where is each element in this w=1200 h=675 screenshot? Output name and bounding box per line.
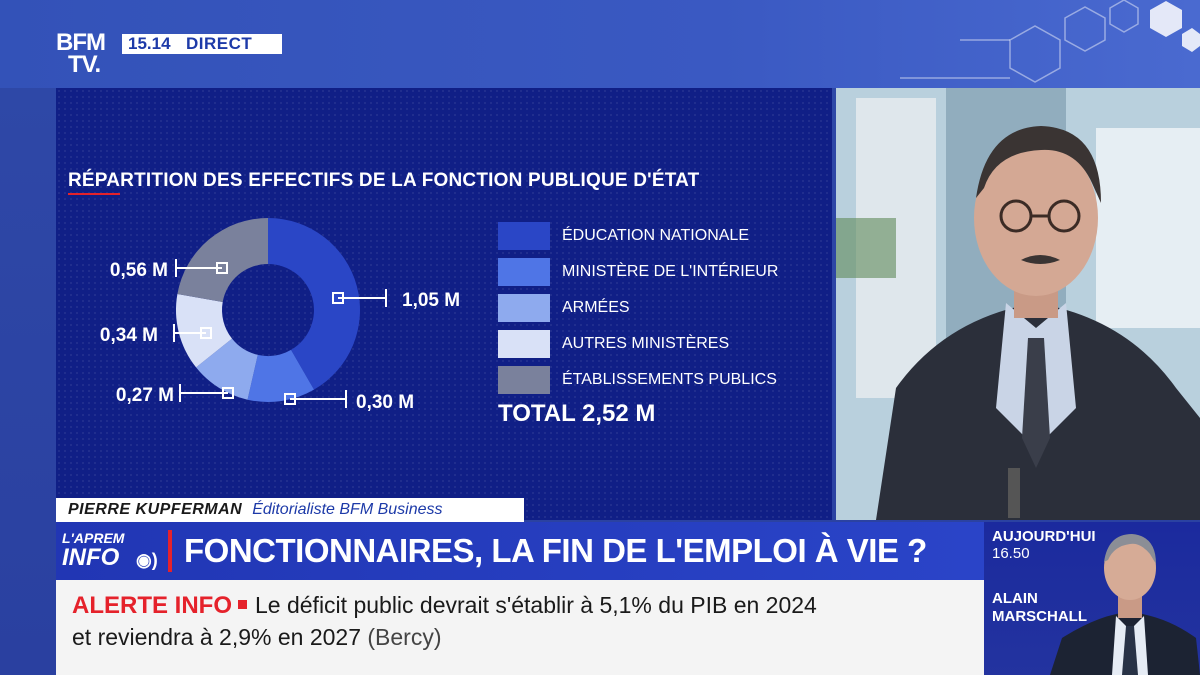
value-label-interieur: 0,30 M — [356, 392, 414, 413]
headline-separator — [168, 530, 172, 572]
leader-marker-autres — [200, 327, 212, 339]
host-portrait-icon — [1050, 534, 1200, 675]
next-show-day: AUJOURD'HUI — [992, 528, 1096, 545]
value-label-autres: 0,34 M — [100, 325, 158, 346]
speaker-role: Éditorialiste BFM Business — [252, 501, 443, 518]
donut-slice-interieur — [247, 349, 314, 402]
next-show-time: 16.50 — [992, 545, 1030, 562]
chart-total: TOTAL 2,52 M — [498, 400, 656, 427]
legend-label-education: ÉDUCATION NATIONALE — [562, 227, 749, 244]
legend-item-interieur: MINISTÈRE DE L'INTÉRIEUR — [498, 258, 778, 286]
live-label: DIRECT — [186, 34, 253, 53]
host-last-name: MARSCHALL — [992, 608, 1087, 625]
breaking-news-ticker: ALERTE INFO Le déficit public devrait s'é… — [56, 580, 984, 675]
donut-slice-etablissements — [177, 218, 268, 303]
next-show-panel: AUJOURD'HUI 16.50 ALAIN MARSCHALL — [984, 522, 1200, 675]
guest-portrait-icon — [836, 88, 1200, 520]
donut-chart: 1,05 M 0,30 M 0,27 M 0,34 M 0,56 M — [100, 218, 460, 413]
legend-swatch-armees — [498, 294, 550, 322]
leader-marker-education — [332, 292, 344, 304]
legend-item-etablissements: ÉTABLISSEMENTS PUBLICS — [498, 366, 777, 394]
headline-text: FONCTIONNAIRES, LA FIN DE L'EMPLOI À VIE… — [184, 532, 927, 569]
leader-marker-etablissements — [216, 262, 228, 274]
legend-swatch-interieur — [498, 258, 550, 286]
legend-label-interieur: MINISTÈRE DE L'INTÉRIEUR — [562, 263, 779, 280]
host-first-name: ALAIN — [992, 590, 1038, 607]
donut-slice-armees — [196, 338, 258, 400]
headline-bar: L'APREM INFO ◉) FONCTIONNAIRES, LA FIN D… — [56, 522, 984, 580]
leader-marker-armees — [222, 387, 234, 399]
value-label-education: 1,05 M — [402, 290, 460, 311]
speaker-name-strip: PIERRE KUPFERMAN Éditorialiste BFM Busin… — [56, 498, 524, 522]
legend-swatch-education — [498, 222, 550, 250]
donut-slice-autres — [176, 294, 233, 368]
title-underline — [68, 193, 120, 195]
alert-tag: ALERTE INFO — [72, 592, 232, 619]
top-bar: BFM TV. 15.14 DIRECT — [0, 0, 1200, 88]
legend-item-armees: ARMÉES — [498, 294, 630, 322]
program-logo-line2: INFO — [62, 544, 120, 571]
legend-swatch-etablissements — [498, 366, 550, 394]
broadcast-wave-icon: ◉) — [136, 550, 158, 570]
bfmtv-logo: BFM TV. — [56, 29, 118, 84]
program-logo-line1: L'APREM — [62, 530, 125, 546]
value-label-armees: 0,27 M — [116, 385, 174, 406]
value-label-etablissements: 0,56 M — [110, 260, 168, 281]
alert-line-2: et reviendra à 2,9% en 2027 (Bercy) — [72, 624, 442, 651]
chart-panel: RÉPARTITION DES EFFECTIFS DE LA FONCTION… — [56, 88, 832, 520]
clock-time: 15.14 — [128, 34, 171, 53]
legend-item-education: ÉDUCATION NATIONALE — [498, 222, 749, 250]
legend-label-etablissements: ÉTABLISSEMENTS PUBLICS — [562, 371, 777, 388]
leader-marker-interieur — [284, 393, 296, 405]
legend-label-autres: AUTRES MINISTÈRES — [562, 335, 730, 352]
alert-text-1: Le déficit public devrait s'établir à 5,… — [255, 592, 817, 618]
donut-slice-education — [268, 218, 361, 390]
alert-line-1: ALERTE INFO Le déficit public devrait s'é… — [72, 592, 817, 620]
legend-label-armees: ARMÉES — [562, 299, 630, 316]
legend-item-autres: AUTRES MINISTÈRES — [498, 330, 729, 358]
legend-swatch-autres — [498, 330, 550, 358]
alert-text-2: et reviendra à 2,9% en 2027 — [72, 624, 361, 650]
live-clock-badge: 15.14 DIRECT — [122, 34, 282, 54]
program-logo: L'APREM INFO ◉) — [62, 530, 162, 574]
logo-line2: TV. — [68, 51, 101, 78]
alert-bullet-icon — [238, 600, 247, 610]
chart-title: RÉPARTITION DES EFFECTIFS DE LA FONCTION… — [68, 170, 700, 191]
studio-guest-photo — [836, 88, 1200, 520]
hexagon-decoration-icon — [900, 0, 1200, 83]
speaker-name: PIERRE KUPFERMAN — [68, 501, 243, 518]
logo-line1: BFM — [56, 29, 106, 56]
alert-source: (Bercy) — [367, 624, 442, 650]
